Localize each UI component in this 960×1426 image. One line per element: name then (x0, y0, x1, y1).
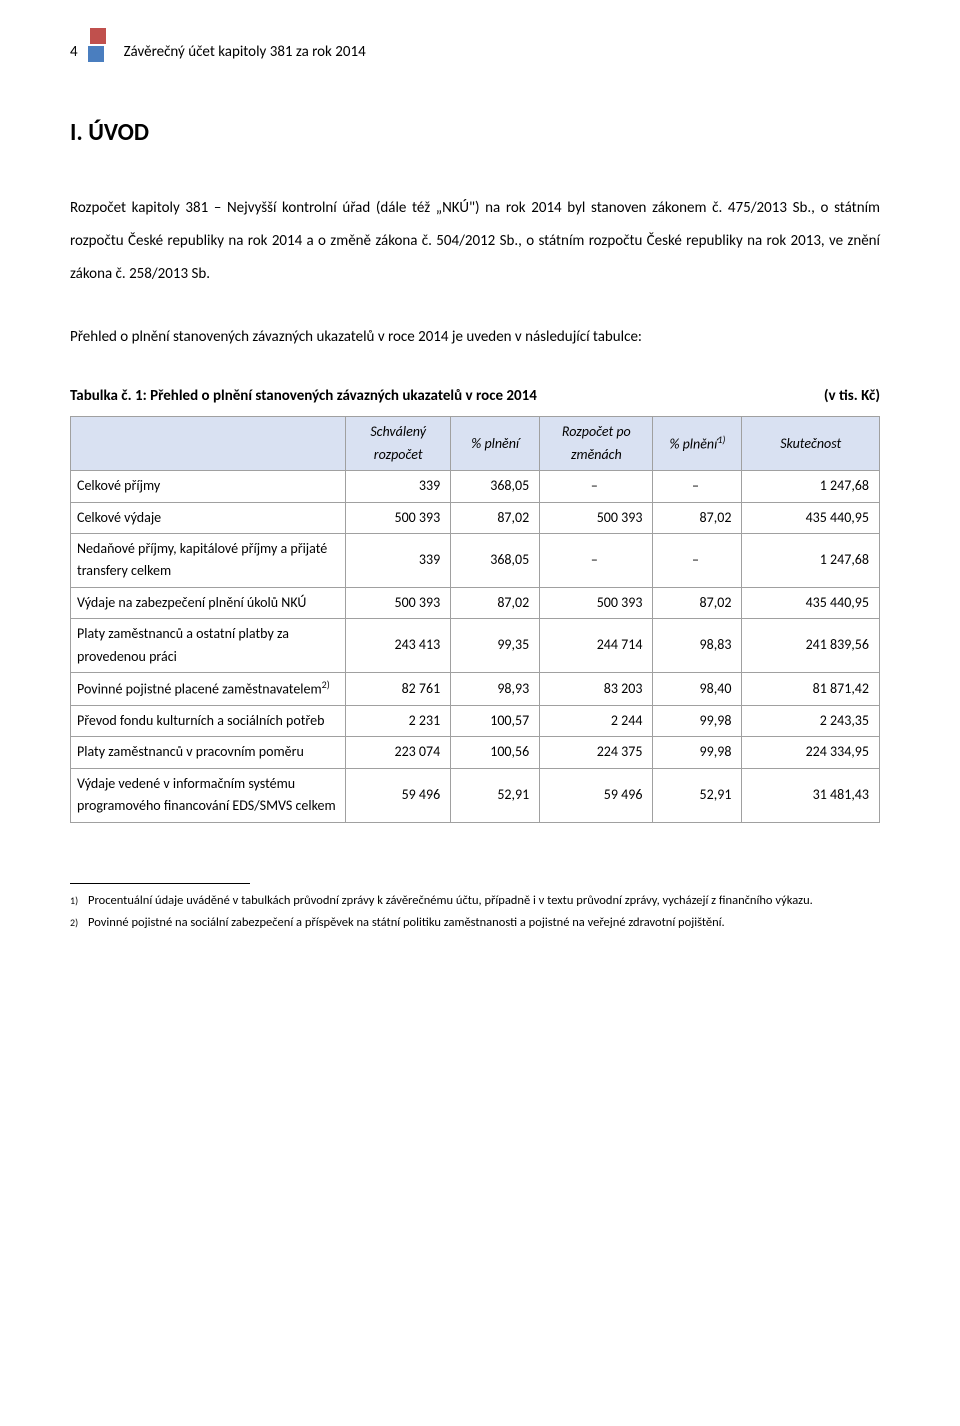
row-value: 224 334,95 (742, 737, 880, 768)
paragraph-intro-2: Přehled o plnění stanovených závazných u… (70, 321, 880, 354)
row-value: 99,98 (653, 705, 742, 736)
col-header-plneni1: % plnění (451, 417, 540, 471)
table-row: Výdaje na zabezpečení plnění úkolů NKÚ50… (71, 587, 880, 618)
row-value: 31 481,43 (742, 768, 880, 822)
row-value: 98,40 (653, 672, 742, 705)
row-value: 2 243,35 (742, 705, 880, 736)
table-header-row: Schválený rozpočet % plnění Rozpočet po … (71, 417, 880, 471)
row-label: Povinné pojistné placené zaměstnavatelem… (71, 672, 346, 705)
row-value: 99,98 (653, 737, 742, 768)
paragraph-intro-1: Rozpočet kapitoly 381 – Nejvyšší kontrol… (70, 192, 880, 291)
col-header-skutecnost: Skutečnost (742, 417, 880, 471)
row-value: 59 496 (540, 768, 653, 822)
row-value: 339 (346, 533, 451, 587)
row-value: 500 393 (346, 587, 451, 618)
row-value: 339 (346, 471, 451, 502)
footnotes: 1) Procentuální údaje uváděné v tabulkác… (70, 883, 880, 932)
table-title: Tabulka č. 1: Přehled o plnění stanovený… (70, 384, 537, 408)
row-value: 224 375 (540, 737, 653, 768)
row-value: – (540, 471, 653, 502)
row-label: Výdaje vedené v informačním systému prog… (71, 768, 346, 822)
row-value: 52,91 (451, 768, 540, 822)
row-value: 223 074 (346, 737, 451, 768)
indicators-table: Schválený rozpočet % plnění Rozpočet po … (70, 416, 880, 822)
row-value: – (653, 533, 742, 587)
row-value: 100,56 (451, 737, 540, 768)
row-value: 87,02 (653, 587, 742, 618)
row-value: 87,02 (451, 502, 540, 533)
col-header-empty (71, 417, 346, 471)
row-value: 98,83 (653, 619, 742, 673)
footnote-1: 1) Procentuální údaje uváděné v tabulkác… (70, 892, 880, 910)
table-title-row: Tabulka č. 1: Přehled o plnění stanovený… (70, 384, 880, 408)
page-header: 4 Závěrečný účet kapitoly 381 za rok 201… (70, 40, 880, 64)
row-value: 244 714 (540, 619, 653, 673)
row-value: – (540, 533, 653, 587)
row-value: 368,05 (451, 471, 540, 502)
header-title: Závěrečný účet kapitoly 381 za rok 2014 (124, 40, 366, 64)
col-header-rozpocet-po: Rozpočet po změnách (540, 417, 653, 471)
row-label: Nedaňové příjmy, kapitálové příjmy a při… (71, 533, 346, 587)
row-label: Celkové příjmy (71, 471, 346, 502)
footnote-2-num: 2) (70, 914, 88, 932)
footnote-2: 2) Povinné pojistné na sociální zabezpeč… (70, 914, 880, 932)
row-value: 99,35 (451, 619, 540, 673)
table-row: Platy zaměstnanců v pracovním poměru223 … (71, 737, 880, 768)
table-row: Nedaňové příjmy, kapitálové příjmy a při… (71, 533, 880, 587)
page-number: 4 (70, 40, 78, 64)
row-value: 87,02 (451, 587, 540, 618)
table-row: Převod fondu kulturních a sociálních pot… (71, 705, 880, 736)
table-unit: (v tis. Kč) (824, 384, 880, 408)
col-header-plneni2: % plnění1) (653, 417, 742, 471)
row-label: Výdaje na zabezpečení plnění úkolů NKÚ (71, 587, 346, 618)
row-value: 435 440,95 (742, 502, 880, 533)
row-value: 81 871,42 (742, 672, 880, 705)
row-value: 500 393 (346, 502, 451, 533)
table-row: Povinné pojistné placené zaměstnavatelem… (71, 672, 880, 705)
section-heading: I. ÚVOD (70, 114, 880, 152)
footnote-1-text: Procentuální údaje uváděné v tabulkách p… (88, 892, 880, 910)
row-value: 1 247,68 (742, 471, 880, 502)
row-value: 98,93 (451, 672, 540, 705)
row-value: 241 839,56 (742, 619, 880, 673)
row-value: 2 231 (346, 705, 451, 736)
row-value: 82 761 (346, 672, 451, 705)
row-value: 87,02 (653, 502, 742, 533)
col-header-schvaleny: Schválený rozpočet (346, 417, 451, 471)
logo-icon (88, 42, 112, 62)
table-row: Výdaje vedené v informačním systému prog… (71, 768, 880, 822)
row-value: 243 413 (346, 619, 451, 673)
table-row: Celkové výdaje500 39387,02500 39387,0243… (71, 502, 880, 533)
table-row: Celkové příjmy339368,05––1 247,68 (71, 471, 880, 502)
row-label: Platy zaměstnanců a ostatní platby za pr… (71, 619, 346, 673)
row-value: 500 393 (540, 502, 653, 533)
row-value: 500 393 (540, 587, 653, 618)
footnote-divider (70, 883, 250, 884)
row-value: 368,05 (451, 533, 540, 587)
row-value: – (653, 471, 742, 502)
row-label: Platy zaměstnanců v pracovním poměru (71, 737, 346, 768)
row-value: 435 440,95 (742, 587, 880, 618)
footnote-2-text: Povinné pojistné na sociální zabezpečení… (88, 914, 880, 932)
row-value: 1 247,68 (742, 533, 880, 587)
row-value: 59 496 (346, 768, 451, 822)
footnote-1-num: 1) (70, 892, 88, 910)
row-value: 83 203 (540, 672, 653, 705)
row-label: Celkové výdaje (71, 502, 346, 533)
row-label: Převod fondu kulturních a sociálních pot… (71, 705, 346, 736)
row-value: 2 244 (540, 705, 653, 736)
row-value: 100,57 (451, 705, 540, 736)
table-row: Platy zaměstnanců a ostatní platby za pr… (71, 619, 880, 673)
row-value: 52,91 (653, 768, 742, 822)
